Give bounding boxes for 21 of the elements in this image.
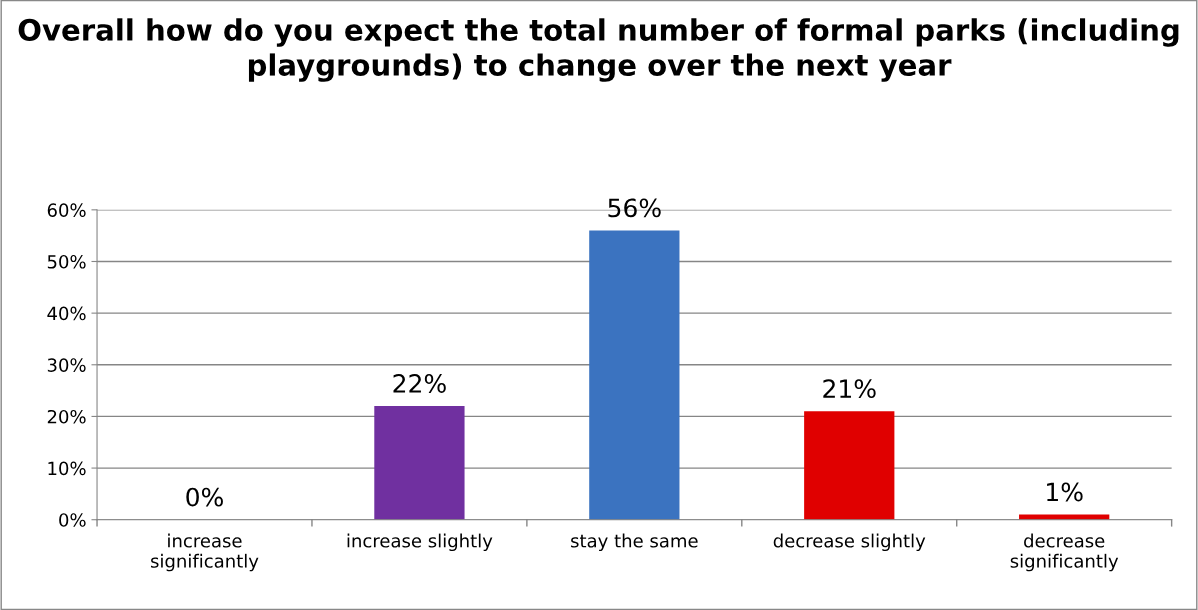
y-tick-label: 50% — [47, 254, 86, 269]
data-label: 56% — [608, 198, 661, 218]
data-label: 22% — [393, 374, 446, 393]
x-tick-label: increase significantly — [151, 533, 259, 572]
y-tick-label: 40% — [47, 306, 86, 321]
x-tick-label: stay the same — [571, 533, 698, 552]
x-tick-label: increase slightly — [347, 533, 493, 552]
x-tick-label: decrease significantly — [1010, 533, 1119, 572]
y-tick-label: 60% — [47, 203, 86, 217]
data-label: 21% — [823, 379, 876, 399]
bar — [804, 411, 895, 520]
y-tick-label: 0% — [59, 513, 86, 527]
bar — [589, 230, 680, 520]
data-label: 0% — [186, 487, 223, 507]
y-tick-label: 10% — [48, 461, 86, 476]
chart-title: Overall how do you expect the total number of formal parks (including playgrounds) to change over the next year — [18, 18, 1179, 82]
x-tick-label: decrease slightly — [773, 533, 926, 552]
data-label: 1% — [1047, 482, 1083, 502]
bar — [374, 406, 465, 520]
y-tick-label: 20% — [47, 409, 86, 424]
y-tick-label: 30% — [47, 358, 86, 372]
